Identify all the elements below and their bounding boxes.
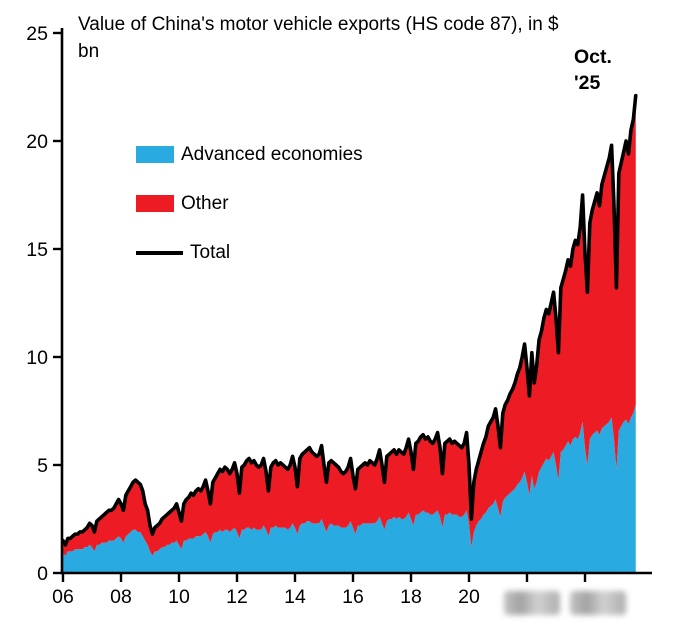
y-tick-label: 25	[26, 23, 48, 45]
other-swatch-icon	[136, 195, 174, 212]
advanced-economies-swatch-icon	[136, 146, 174, 163]
y-tick-label: 0	[37, 563, 48, 585]
total-line-swatch-icon	[136, 250, 183, 255]
chart-title-line2: bn	[78, 40, 100, 62]
legend-label-advanced-economies: Advanced economies	[181, 143, 363, 165]
legend-item-advanced-economies: Advanced economies	[136, 130, 363, 179]
chart-title: Value of China's motor vehicle exports (…	[78, 12, 654, 65]
watermark-blur-block	[504, 591, 560, 615]
other-area	[63, 95, 636, 556]
x-tick-label: 18	[400, 586, 422, 608]
watermark-blur-block	[570, 591, 626, 615]
legend-item-other: Other	[136, 179, 363, 228]
chart-legend: Advanced economies Other Total	[136, 130, 363, 277]
x-tick-label: 06	[52, 586, 74, 608]
y-tick-label: 5	[37, 455, 48, 477]
annotation-line2: '25	[574, 72, 601, 95]
x-tick-label: 10	[168, 586, 190, 608]
total-line	[61, 93, 638, 547]
legend-label-other: Other	[181, 192, 229, 214]
x-tick-label: 12	[226, 586, 248, 608]
x-tick-label: 20	[458, 586, 480, 608]
x-tick-label: 16	[342, 586, 364, 608]
legend-label-total: Total	[190, 241, 231, 263]
legend-item-total: Total	[136, 228, 363, 277]
pixelated-watermark	[504, 591, 626, 615]
annotation-line1: Oct.	[574, 46, 612, 68]
y-tick-label: 10	[26, 347, 48, 369]
last-point-annotation: Oct. '25	[574, 44, 612, 97]
y-tick-label: 15	[26, 239, 48, 261]
chart-title-line1: Value of China's motor vehicle exports (…	[78, 14, 559, 35]
x-tick-label: 08	[110, 586, 132, 608]
y-tick-label: 20	[26, 131, 48, 153]
advanced-economies-area	[63, 404, 636, 573]
x-tick-label: 14	[284, 586, 306, 608]
